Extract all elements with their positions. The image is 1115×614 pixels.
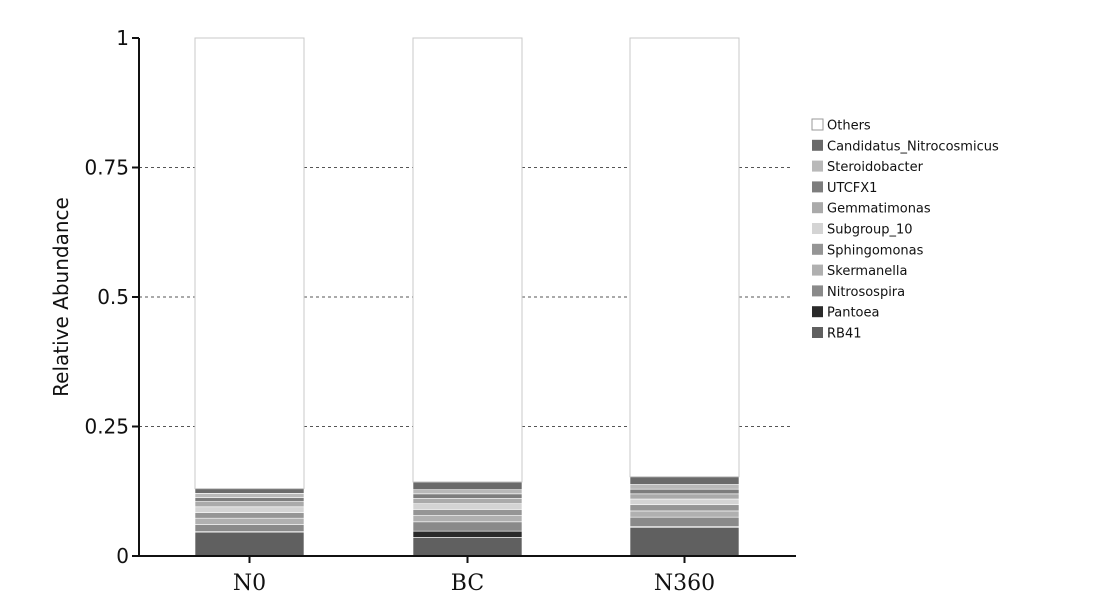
bars <box>194 37 740 557</box>
legend-swatch <box>812 202 823 214</box>
bar-segment <box>629 37 740 478</box>
y-tick-label: 0.75 <box>84 156 129 180</box>
bar-segment <box>629 484 740 490</box>
bar-segment <box>194 497 305 502</box>
legend-label: Subgroup_10 <box>827 223 913 238</box>
bar-segment <box>629 476 740 485</box>
bar-segment <box>412 489 523 495</box>
legend-swatch <box>812 160 823 172</box>
bar-segment <box>194 501 305 508</box>
bar-segment <box>412 498 523 504</box>
bar-segment <box>412 493 523 499</box>
bar-segment <box>412 37 523 483</box>
legend-item: Pantoea <box>812 306 879 321</box>
bar-segment <box>194 524 305 532</box>
bar-segment <box>412 481 523 490</box>
legend-swatch <box>812 285 823 297</box>
legend-label: Others <box>827 119 871 134</box>
y-tick-label: 0 <box>116 544 129 568</box>
y-ticks: 0 0.25 0.5 0.75 1 <box>84 26 139 568</box>
bar-segment <box>629 527 740 557</box>
bar-segment <box>629 498 740 506</box>
legend: Others Candidatus_Nitrocosmicus Steroidoba… <box>811 118 999 342</box>
legend-label: RB41 <box>827 327 862 342</box>
legend-swatch <box>812 306 823 318</box>
legend-swatch <box>811 118 824 131</box>
legend-label: Pantoea <box>827 306 879 321</box>
legend-label: Nitrosospira <box>827 285 905 300</box>
legend-label: UTCFX1 <box>827 181 877 196</box>
bar-segment <box>412 537 523 557</box>
legend-label: Skermanella <box>827 264 908 279</box>
y-tick-label: 1 <box>116 26 129 50</box>
bar-segment <box>194 517 305 525</box>
legend-swatch <box>812 327 823 338</box>
legend-label: Steroidobacter <box>827 160 924 175</box>
bar-segment <box>194 532 305 557</box>
bar-segment <box>629 510 740 518</box>
legend-item: Nitrosospira <box>812 285 905 300</box>
bar-segment <box>629 504 740 512</box>
legend-label: Gemmatimonas <box>827 202 931 217</box>
legend-item: Sphingomonas <box>812 243 924 258</box>
bar-segment <box>629 488 740 495</box>
legend-item: Candidatus_Nitrocosmicus <box>812 139 999 154</box>
bar-segment <box>412 521 523 532</box>
bar-segment <box>412 530 523 538</box>
y-tick-label: 0.25 <box>84 415 129 439</box>
legend-label: Sphingomonas <box>827 243 924 258</box>
legend-swatch <box>812 181 823 193</box>
bar-segment <box>629 516 740 527</box>
bar-segment <box>412 503 523 510</box>
x-tick-labels: N0 BC N360 <box>233 556 715 596</box>
bar-segment <box>194 506 305 513</box>
y-axis-title: Relative Abundance <box>49 197 73 397</box>
bar-segment <box>194 512 305 519</box>
bar-segment <box>412 509 523 516</box>
legend-item: UTCFX1 <box>812 181 877 196</box>
legend-swatch <box>812 264 823 276</box>
legend-swatch <box>812 223 823 234</box>
bar-segment <box>629 493 740 500</box>
x-tick-label: N360 <box>654 571 715 596</box>
bar-segment <box>194 488 305 494</box>
bar-segment <box>194 37 305 490</box>
y-tick-label: 0.5 <box>97 285 129 309</box>
legend-label: Candidatus_Nitrocosmicus <box>827 139 999 154</box>
legend-swatch <box>812 243 823 255</box>
bar-segment <box>194 493 305 498</box>
bar-segment <box>412 515 523 523</box>
gridlines <box>139 167 790 427</box>
legend-item: Skermanella <box>812 264 908 279</box>
legend-item: Steroidobacter <box>812 160 924 175</box>
legend-item: Gemmatimonas <box>812 202 931 217</box>
x-tick-label: BC <box>451 571 484 596</box>
legend-item: RB41 <box>812 327 862 342</box>
legend-item: Others <box>811 118 871 134</box>
legend-item: Subgroup_10 <box>812 223 913 238</box>
legend-swatch <box>812 139 823 151</box>
x-tick-label: N0 <box>233 571 266 596</box>
